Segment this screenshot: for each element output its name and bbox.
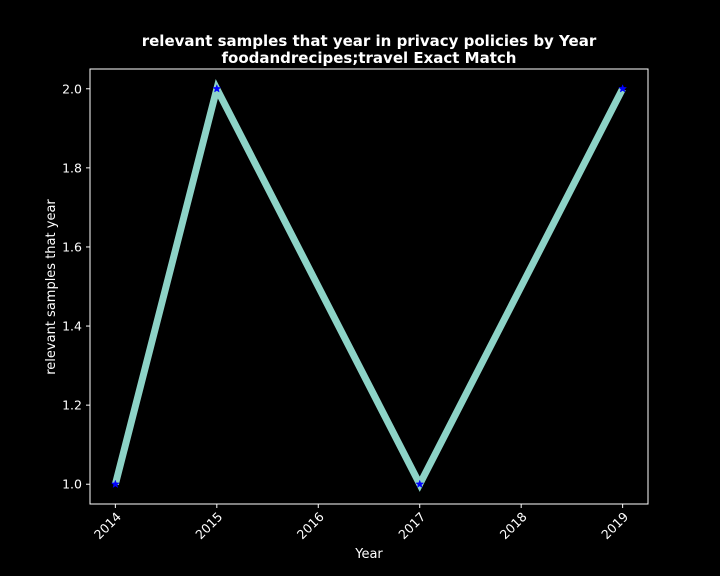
y-tick-label: 1.6 [62, 239, 82, 254]
x-axis-ticks: 2014 2015 2016 2017 2018 2019 [91, 504, 631, 542]
y-tick-label: 1.4 [62, 319, 82, 334]
series-line [111, 78, 626, 492]
plot-area [89, 68, 649, 505]
data-point-marker [110, 479, 120, 489]
y-tick-label: 1.0 [62, 477, 82, 492]
chart-subtitle: foodandrecipes;travel Exact Match [222, 49, 517, 67]
y-tick-label: 1.8 [62, 160, 82, 175]
x-tick-label: 2016 [294, 509, 327, 542]
x-tick-label: 2017 [395, 509, 428, 542]
plot-frame [89, 68, 649, 505]
y-tick-label: 2.0 [62, 81, 82, 96]
y-tick-label: 1.2 [62, 398, 82, 413]
y-axis-ticks: 1.0 1.2 1.4 1.6 1.8 2.0 [62, 81, 90, 492]
series-layer [110, 78, 628, 492]
data-point-marker [415, 479, 425, 489]
x-tick-label: 2014 [91, 509, 124, 542]
x-tick-label: 2019 [598, 509, 631, 542]
x-axis-label: Year [354, 547, 383, 562]
chart-title: relevant samples that year in privacy po… [142, 32, 597, 50]
data-point-marker [618, 84, 628, 93]
data-point-marker [212, 84, 222, 93]
x-tick-label: 2015 [192, 509, 225, 542]
y-axis-label: relevant samples that year [44, 199, 59, 375]
x-tick-label: 2018 [497, 509, 530, 542]
